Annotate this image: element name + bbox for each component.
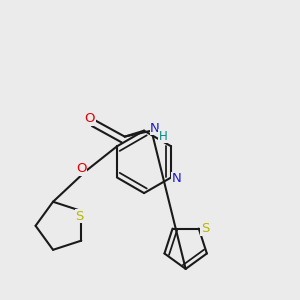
Text: S: S: [201, 222, 209, 235]
Text: O: O: [76, 162, 87, 175]
Text: N: N: [150, 122, 160, 135]
Text: H: H: [159, 130, 168, 142]
Text: N: N: [172, 172, 181, 185]
Text: O: O: [84, 112, 95, 125]
Text: S: S: [76, 210, 84, 223]
